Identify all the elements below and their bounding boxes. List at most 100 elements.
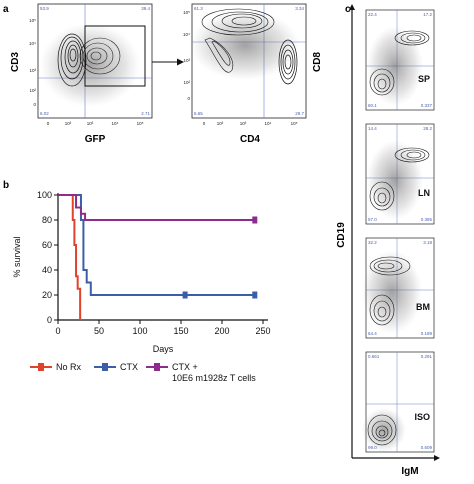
plot2-quad-ll: 5.65 (194, 111, 203, 116)
survival-xtick-label-3: 150 (173, 326, 188, 336)
plot1-quad-lr: 2.71 (141, 111, 150, 116)
plot2-xtick-4: 10⁴ (265, 121, 272, 126)
iso-quad-ul: 0.661 (368, 354, 380, 359)
legend-label-ctx-tcells-2: 10E6 m1928z T cells (172, 373, 256, 383)
ln-quad-lr: 0.385 (421, 217, 433, 222)
survival-ytick-label-2: 40 (42, 265, 52, 275)
plot1-xtick-0: 0 (47, 121, 50, 126)
sp-quad-ll: 60.1 (368, 103, 377, 108)
plot2-ylabel: CD8 (312, 52, 323, 72)
survival-xtick-label-0: 0 (55, 326, 60, 336)
plot1-quad-ll: 6.02 (40, 111, 49, 116)
panel-a-plot2: 61.3 3.34 5.65 29.7 10⁵ 10⁴ 10³ 10² 0 0 … (183, 3, 323, 145)
panel-c-plot-bm: 32.2 3.19 64.4 0.189 BM (362, 237, 435, 339)
plot1-xtick-3: 10³ (87, 121, 94, 126)
plot2-xtick-0: 0 (203, 121, 206, 126)
panel-a-plot1: 53.9 39.4 6.02 2.71 10⁵ 10⁴ 10³ 10² 0 0 … (10, 3, 153, 145)
panel-letter-b: b (3, 180, 9, 191)
legend-label-ctx: CTX (120, 362, 138, 372)
plot2-ytick-2: 10² (183, 80, 190, 85)
ln-quad-ll: 57.0 (368, 217, 377, 222)
plot2-dot-cloud (190, 10, 300, 80)
plot1-dot-cloud (40, 23, 140, 107)
sp-quad-ur: 17.2 (423, 12, 432, 17)
panel-c-plot-sp: 22.4 17.2 60.1 0.337 SP (365, 9, 435, 111)
bm-organ-label: BM (416, 302, 430, 312)
panel-letter-a: a (3, 4, 9, 15)
legend-label-ctx-tcells-1: CTX + (172, 362, 198, 372)
iso-quad-lr: 0.609 (421, 445, 433, 450)
legend-item-ctx-tcells: CTX + 10E6 m1928z T cells (146, 362, 256, 383)
plot2-quad-ur: 3.34 (295, 6, 304, 11)
survival-xtick-label-1: 50 (94, 326, 104, 336)
plot2-xtick-5: 10⁵ (291, 121, 298, 126)
plot2-xtick-2: 10² (217, 121, 224, 126)
iso-quad-ll: 99.0 (368, 445, 377, 450)
plot2-contours-top (201, 8, 275, 73)
plot1-ytick-5: 10⁵ (29, 18, 36, 23)
bm-quad-ul: 32.2 (368, 240, 377, 245)
survival-series-line-1 (58, 194, 255, 296)
survival-ytick-label-0: 0 (47, 315, 52, 325)
survival-series-line-0 (58, 194, 82, 320)
panel-c-plot-iso: 0.661 0.291 99.0 0.609 ISO (362, 351, 435, 453)
survival-xtick-label-2: 100 (132, 326, 147, 336)
plot1-xtick-4: 10⁴ (112, 121, 119, 126)
bm-quad-ll: 64.4 (368, 331, 377, 336)
plot2-ytick-3: 10³ (183, 58, 190, 63)
iso-organ-label: ISO (414, 412, 430, 422)
survival-censor-marks (182, 216, 258, 299)
plot2-quad-lr: 29.7 (295, 111, 304, 116)
plot2-xtick-3: 10³ (240, 121, 247, 126)
plot2-contours-right (278, 39, 298, 85)
survival-ytick-label-3: 60 (42, 240, 52, 250)
survival-ytick-label-1: 20 (42, 290, 52, 300)
panel-c-plot-ln: 14.4 28.2 57.0 0.385 LN (365, 123, 435, 225)
bm-quad-lr: 0.189 (421, 331, 433, 336)
plot1-xtick-2: 10² (65, 121, 72, 126)
sp-quad-ul: 22.4 (368, 12, 377, 17)
survival-legend: No Rx CTX CTX + 10E6 m1928z T cells (30, 362, 256, 383)
survival-series-line-2 (58, 194, 255, 221)
survival-x-ticks: 0 50 100 150 200 250 (55, 320, 271, 336)
survival-censor-mark-0 (182, 291, 188, 299)
sp-organ-label: SP (418, 74, 430, 84)
legend-item-norx: No Rx (30, 362, 82, 372)
plot1-xtick-5: 10⁵ (137, 121, 144, 126)
plot1-ylabel: CD3 (10, 52, 21, 72)
plot2-ytick-5: 10⁵ (183, 10, 190, 15)
plot1-ytick-2: 10² (29, 88, 36, 93)
panel-c: CD19 IgM 22.4 17.2 60.1 0.337 SP (336, 4, 440, 477)
ln-organ-label: LN (418, 188, 430, 198)
plot2-xlabel: CD4 (240, 134, 260, 145)
ln-quad-ur: 28.2 (423, 126, 432, 131)
plot2-ytick-4: 10⁴ (183, 32, 190, 37)
plot1-quad-ul: 53.9 (40, 6, 49, 11)
panel-letter-c: c (345, 4, 351, 15)
survival-y-ticks: 0 20 40 60 80 100 (37, 190, 58, 325)
gate-arrow (152, 58, 184, 66)
plot2-quad-ul: 61.3 (194, 6, 203, 11)
survival-ytick-label-4: 80 (42, 215, 52, 225)
ln-quad-ul: 14.4 (368, 126, 377, 131)
plot1-ytick-3: 10³ (29, 68, 36, 73)
sp-quad-lr: 0.337 (421, 103, 433, 108)
survival-series (58, 194, 255, 320)
survival-ylabel: % survival (12, 236, 22, 277)
survival-xlabel: Days (153, 344, 174, 354)
plot1-gate (84, 25, 146, 87)
legend-label-norx: No Rx (56, 362, 82, 372)
survival-xtick-label-4: 200 (214, 326, 229, 336)
plot1-ytick-0: 0 (33, 102, 36, 107)
legend-item-ctx: CTX (94, 362, 138, 372)
panel-c-ylabel: CD19 (336, 222, 347, 248)
survival-xtick-label-5: 250 (255, 326, 270, 336)
iso-quad-ur: 0.291 (421, 354, 433, 359)
plot2-ytick-0: 0 (187, 96, 190, 101)
plot1-xlabel: GFP (85, 134, 106, 145)
panel-c-y-arrow (349, 4, 355, 10)
panel-c-xlabel: IgM (401, 466, 418, 477)
bm-quad-ur: 3.19 (423, 240, 432, 245)
plot1-contours-right (79, 37, 121, 75)
